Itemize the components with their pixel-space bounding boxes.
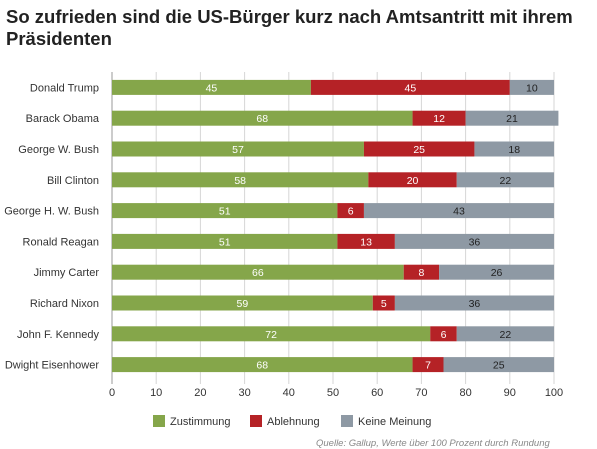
source-note: Quelle: Gallup, Werte über 100 Prozent d… (316, 438, 550, 449)
x-tick-label: 30 (238, 387, 250, 399)
bar-value-label: 25 (493, 360, 505, 372)
category-label: John F. Kennedy (17, 329, 99, 341)
bar-keine-meinung (439, 264, 554, 280)
bar-keine-meinung (394, 295, 554, 311)
x-tick-label: 60 (371, 387, 383, 399)
bar-zustimmung (112, 357, 413, 373)
bar-keine-meinung (465, 110, 559, 126)
bar-value-label: 36 (469, 236, 481, 248)
category-label: George W. Bush (18, 144, 99, 156)
category-label: Barack Obama (26, 113, 100, 125)
bar-zustimmung (112, 264, 404, 280)
bar-keine-meinung (456, 326, 554, 342)
bar-ablehnung (310, 79, 510, 95)
bar-value-label: 8 (418, 267, 424, 279)
bar-value-label: 22 (500, 329, 512, 341)
bar-value-label: 43 (453, 206, 465, 218)
bar-ablehnung (412, 110, 466, 126)
legend-label: Zustimmung (170, 416, 231, 428)
bar-value-label: 25 (413, 144, 425, 156)
bar-value-label: 68 (256, 360, 268, 372)
bar-value-label: 7 (425, 360, 431, 372)
category-label: Ronald Reagan (23, 236, 99, 248)
bar-zustimmung (112, 172, 369, 188)
bar-zustimmung (112, 295, 373, 311)
category-label: Donald Trump (30, 82, 99, 94)
legend-label: Keine Meinung (358, 416, 431, 428)
bar-value-label: 6 (348, 206, 354, 218)
bar-zustimmung (112, 233, 338, 249)
bar-value-label: 18 (508, 144, 520, 156)
bar-value-label: 10 (526, 82, 538, 94)
bar-ablehnung (337, 233, 395, 249)
bar-value-label: 66 (252, 267, 264, 279)
bar-value-label: 51 (219, 206, 231, 218)
bar-zustimmung (112, 326, 431, 342)
bar-keine-meinung (456, 172, 554, 188)
bar-keine-meinung (509, 79, 554, 95)
bar-value-label: 20 (407, 175, 419, 187)
bar-keine-meinung (394, 233, 554, 249)
x-tick-label: 70 (415, 387, 427, 399)
category-label: Dwight Eisenhower (5, 360, 99, 372)
bar-value-label: 59 (237, 298, 249, 310)
category-label: Richard Nixon (30, 298, 99, 310)
bar-value-label: 13 (360, 236, 372, 248)
x-tick-label: 90 (504, 387, 516, 399)
bar-keine-meinung (474, 141, 554, 157)
bar-value-label: 36 (469, 298, 481, 310)
bar-value-label: 21 (506, 113, 518, 125)
legend-swatch (153, 415, 165, 427)
bar-zustimmung (112, 203, 338, 219)
bar-value-label: 51 (219, 236, 231, 248)
bar-zustimmung (112, 110, 413, 126)
bar-ablehnung (372, 295, 395, 311)
bar-keine-meinung (443, 357, 554, 373)
bar-ablehnung (430, 326, 457, 342)
bar-value-label: 72 (265, 329, 277, 341)
bar-ablehnung (368, 172, 457, 188)
bar-ablehnung (412, 357, 444, 373)
x-tick-label: 80 (459, 387, 471, 399)
bar-value-label: 45 (206, 82, 218, 94)
bar-value-label: 5 (381, 298, 387, 310)
x-tick-label: 0 (109, 387, 115, 399)
bar-keine-meinung (363, 203, 554, 219)
bar-ablehnung (337, 203, 364, 219)
legend-label: Ablehnung (267, 416, 320, 428)
bar-value-label: 26 (491, 267, 503, 279)
bar-value-label: 57 (232, 144, 244, 156)
category-label: Bill Clinton (47, 175, 99, 187)
bar-value-label: 58 (234, 175, 246, 187)
x-tick-label: 100 (545, 387, 563, 399)
category-label: Jimmy Carter (34, 267, 100, 279)
bar-value-label: 22 (500, 175, 512, 187)
bar-value-label: 6 (441, 329, 447, 341)
bar-ablehnung (363, 141, 475, 157)
bar-value-label: 12 (433, 113, 445, 125)
x-tick-label: 10 (150, 387, 162, 399)
chart-title: So zufrieden sind die US-Bürger kurz nac… (6, 6, 573, 49)
bar-ablehnung (403, 264, 440, 280)
bar-value-label: 68 (256, 113, 268, 125)
x-tick-label: 20 (194, 387, 206, 399)
bar-zustimmung (112, 79, 311, 95)
x-tick-label: 40 (283, 387, 295, 399)
legend-swatch (250, 415, 262, 427)
category-label: George H. W. Bush (4, 206, 99, 218)
x-tick-label: 50 (327, 387, 339, 399)
legend-swatch (341, 415, 353, 427)
bar-zustimmung (112, 141, 364, 157)
bar-value-label: 45 (405, 82, 417, 94)
